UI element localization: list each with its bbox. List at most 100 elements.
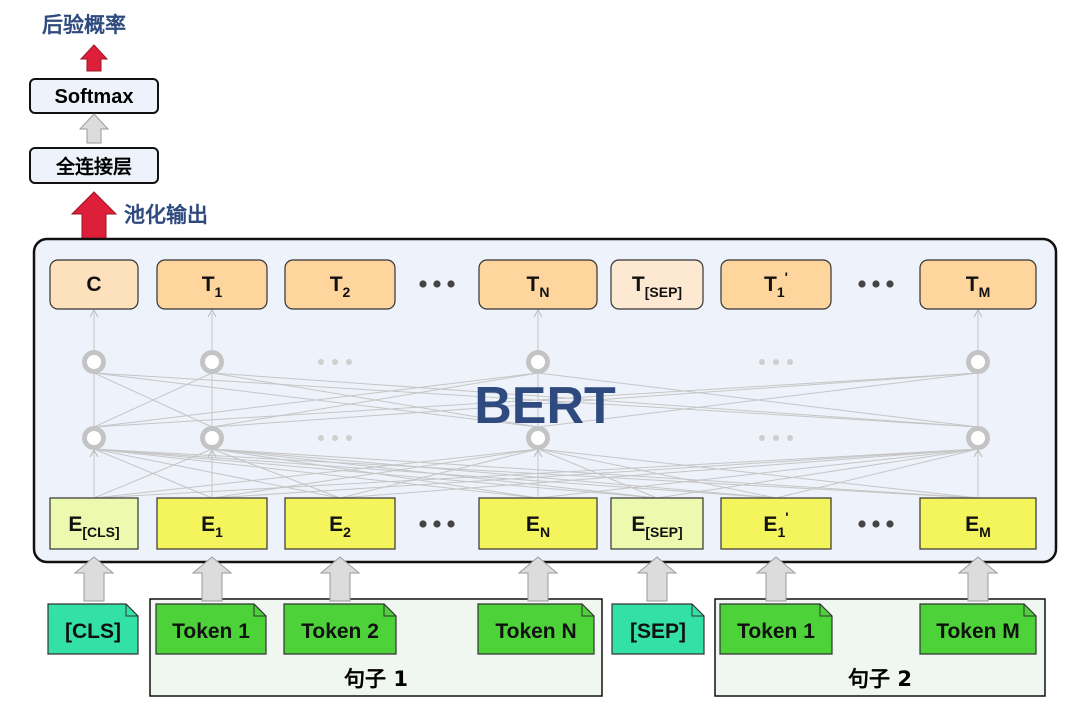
softmax-box <box>29 78 159 114</box>
output-label: TM <box>966 273 991 300</box>
fully-connected-box <box>29 147 159 184</box>
fully-connected-label: 全连接层 <box>55 155 132 178</box>
hidden-ellipsis-dot <box>332 435 338 441</box>
token-label: [CLS] <box>65 620 121 643</box>
token-box <box>477 603 595 655</box>
output-ellipsis-dot <box>447 280 455 288</box>
embedding-label: E1' <box>763 509 788 540</box>
embedding-connection <box>537 448 777 499</box>
embedding-label: E[CLS] <box>68 513 119 540</box>
token-fold <box>1023 604 1036 617</box>
output-box <box>156 259 268 310</box>
output-ellipsis-dot <box>433 280 441 288</box>
output-box <box>478 259 598 310</box>
embedding-box <box>720 497 832 550</box>
special-token-box <box>611 603 705 655</box>
embedding-box <box>610 497 704 550</box>
embedding-subscript: M <box>979 524 991 540</box>
embedding-label: E1 <box>201 513 223 540</box>
embedding-box <box>49 497 139 550</box>
embedding-connection <box>211 448 777 499</box>
embedding-ellipsis-dot <box>447 520 455 528</box>
token-box <box>155 603 267 655</box>
token-label: Token 1 <box>172 620 250 643</box>
softmax-label: Softmax <box>55 86 134 108</box>
output-box <box>720 259 832 310</box>
hidden-node <box>966 426 990 450</box>
embedding-ellipsis-dot <box>872 520 880 528</box>
embedding-connection <box>211 448 979 499</box>
embedding-box <box>919 497 1037 550</box>
hidden-ellipsis-dot <box>787 359 793 365</box>
token-fold <box>691 604 704 617</box>
hidden-connection <box>93 372 539 428</box>
embedding-box <box>478 497 598 550</box>
embedding-subscript: 1 <box>215 524 223 540</box>
output-subscript: N <box>539 284 549 300</box>
output-connection-arrowhead <box>973 308 983 318</box>
output-subscript: [SEP] <box>645 284 682 300</box>
output-label: C <box>86 273 101 296</box>
embedding-label: E[SEP] <box>631 513 682 540</box>
token-fold <box>819 604 832 617</box>
softmax-input-arrow <box>78 113 110 144</box>
hidden-connection <box>211 372 539 428</box>
embedding-main: E <box>201 513 215 536</box>
output-main: T <box>966 273 979 296</box>
input-arrow <box>755 556 797 602</box>
input-arrow <box>73 556 115 602</box>
hidden-ellipsis-dot <box>346 359 352 365</box>
input-arrow <box>517 556 559 602</box>
output-connection-arrowhead <box>89 308 99 318</box>
embedding-connection <box>93 448 213 499</box>
output-label: T[SEP] <box>632 273 682 300</box>
hidden-ellipsis-dot <box>787 435 793 441</box>
embedding-main: E <box>965 513 979 536</box>
embedding-subscript: 1 <box>777 524 785 540</box>
hidden-ellipsis-dot <box>346 435 352 441</box>
hidden-connection <box>211 372 979 428</box>
output-connection-arrowhead <box>533 308 543 318</box>
output-main: T <box>764 273 777 296</box>
hidden-node <box>82 426 106 450</box>
token-label: Token 2 <box>301 620 379 643</box>
input-arrow <box>636 556 678 602</box>
embedding-subscript: 2 <box>343 524 351 540</box>
embedding-connection <box>93 448 341 499</box>
embedding-main: E <box>526 513 540 536</box>
bert-label: BERT <box>474 377 616 435</box>
embedding-label: E2 <box>329 513 351 540</box>
output-label: TN <box>527 273 550 300</box>
output-ellipsis-dot <box>419 280 427 288</box>
embedding-main: E <box>763 513 777 536</box>
embedding-ellipsis-dot <box>433 520 441 528</box>
output-connection-arrowhead <box>207 308 217 318</box>
embedding-main: E <box>68 513 82 536</box>
input-arrow <box>957 556 999 602</box>
output-box <box>284 259 396 310</box>
output-box <box>610 259 704 310</box>
embedding-box <box>284 497 396 550</box>
token-box <box>719 603 833 655</box>
token-box <box>919 603 1037 655</box>
embedding-label: EM <box>965 513 991 540</box>
output-ellipsis-dot <box>872 280 880 288</box>
token-label: Token 1 <box>737 620 815 643</box>
output-label: T2 <box>330 273 351 300</box>
hidden-node <box>82 350 106 374</box>
embedding-subscript: [CLS] <box>82 524 119 540</box>
embedding-main: E <box>631 513 645 536</box>
hidden-ellipsis-dot <box>773 435 779 441</box>
pooling-output-label: 池化输出 <box>124 203 208 227</box>
embedding-ellipsis-dot <box>419 520 427 528</box>
embedding-connection <box>537 448 979 499</box>
hidden-node <box>966 350 990 374</box>
output-ellipsis-dot <box>886 280 894 288</box>
posterior-arrow <box>79 44 109 72</box>
embedding-ellipsis-dot <box>886 520 894 528</box>
token-label: Token N <box>495 620 576 643</box>
input-arrow <box>191 556 233 602</box>
hidden-ellipsis-dot <box>318 359 324 365</box>
hidden-ellipsis-dot <box>759 359 765 365</box>
output-box <box>49 259 139 310</box>
